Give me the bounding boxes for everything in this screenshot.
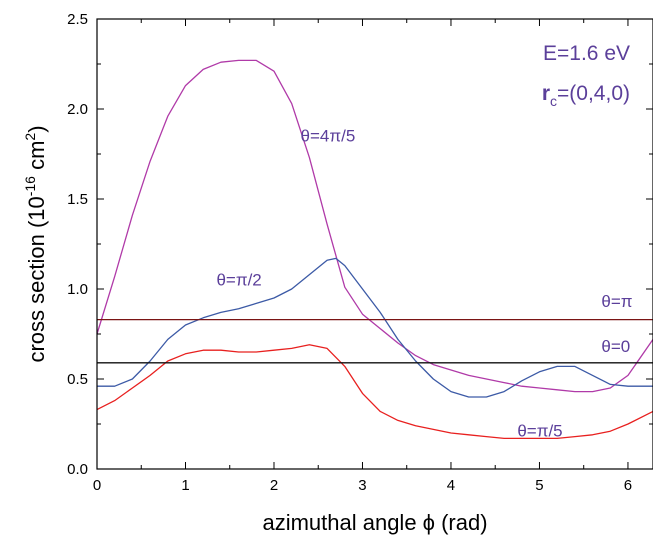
x-tick-label: 0 — [93, 477, 101, 494]
series-annotation: θ=π/2 — [216, 270, 261, 289]
ticks-layer: 0 1 2 3 4 5 6 0.0 0.5 1.0 1.5 2.0 2.5 — [67, 11, 653, 494]
y-tick-label: 1.5 — [67, 191, 88, 208]
annotation-layer: θ=4π/5 θ=π/2 θ=π θ=0 θ=π/5 — [216, 126, 632, 440]
series-annotation: θ=0 — [601, 337, 630, 356]
y-tick-label: 2.0 — [67, 101, 88, 118]
series-layer — [96, 59, 653, 440]
x-tick-label: 4 — [447, 477, 455, 494]
rc-label: rc=(0,4,0) — [542, 82, 630, 109]
series-annotation: θ=π/5 — [517, 422, 562, 441]
y-axis-title-mid: cm — [24, 141, 49, 176]
rc-subscript: c — [550, 93, 557, 109]
x-tick-label: 2 — [270, 477, 278, 494]
y-tick-label: 0.5 — [67, 371, 88, 388]
y-tick-label: 1.0 — [67, 281, 88, 298]
series-line-2 — [97, 257, 653, 398]
y-axis-title-exp2: 2 — [22, 133, 38, 141]
rc-symbol: r — [542, 82, 550, 105]
y-axis-title-exp1: -16 — [22, 176, 38, 196]
x-tick-label: 6 — [624, 477, 632, 494]
x-tick-label: 3 — [358, 477, 366, 494]
y-axis-title: cross section (10-16 cm2) — [22, 125, 49, 362]
x-tick-label: 1 — [181, 477, 189, 494]
rc-value: =(0,4,0) — [557, 82, 630, 105]
y-tick-label: 2.5 — [67, 11, 88, 28]
y-axis-title-main: cross section (10 — [24, 196, 49, 362]
series-line-3 — [96, 344, 653, 440]
x-tick-label: 5 — [535, 477, 543, 494]
series-line-1 — [96, 59, 653, 393]
series-annotation: θ=4π/5 — [301, 126, 356, 145]
x-axis-title: azimuthal angle ϕ (rad) — [262, 510, 487, 535]
y-tick-label: 0.0 — [67, 461, 88, 478]
series-annotation: θ=π — [601, 292, 632, 311]
y-axis-title-end: ) — [24, 125, 49, 132]
energy-label: E=1.6 eV — [543, 42, 630, 65]
